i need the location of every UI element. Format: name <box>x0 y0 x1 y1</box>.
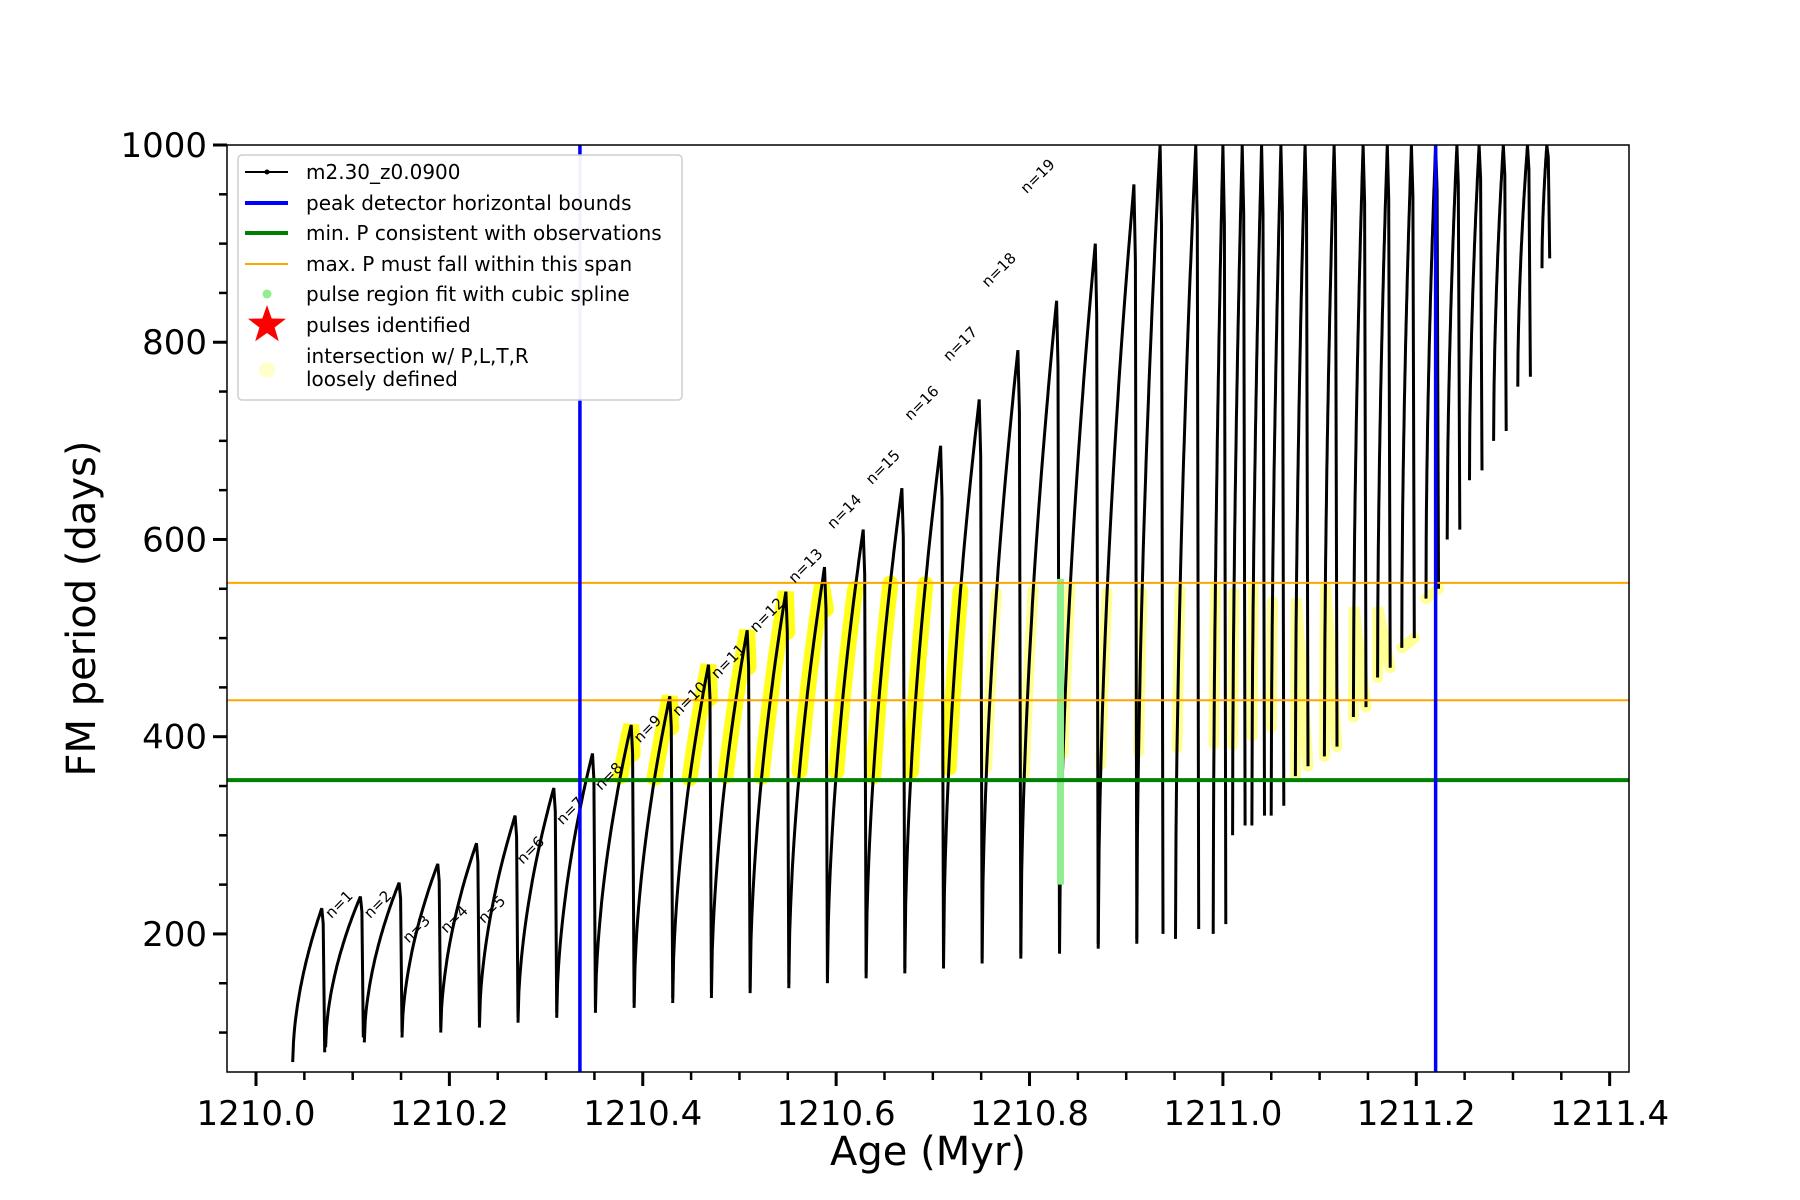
series-line <box>1492 145 1508 441</box>
series-line <box>1351 145 1368 718</box>
pulse-label: n=19 <box>1017 155 1059 197</box>
legend-swatch-circle <box>259 362 275 378</box>
y-tick-label: 600 <box>142 520 207 560</box>
series-line <box>516 787 559 1023</box>
pulse-label: n=18 <box>978 249 1020 291</box>
series-line <box>787 566 829 989</box>
pulse-label: n=17 <box>939 323 981 365</box>
series-line <box>362 882 404 1043</box>
series-line <box>903 445 945 974</box>
series-line <box>1400 145 1416 648</box>
series-line <box>980 349 1023 964</box>
legend-label: loosely defined <box>306 367 458 391</box>
x-tick-label: 1210.0 <box>197 1094 316 1134</box>
legend-label: m2.30_z0.0900 <box>306 160 461 184</box>
legend-label: intersection w/ P,L,T,R <box>306 344 529 368</box>
series-line <box>291 907 327 1063</box>
series-line <box>1293 145 1310 777</box>
y-tick-label: 200 <box>142 915 207 955</box>
series-line <box>324 895 365 1048</box>
series-line <box>632 695 675 1008</box>
legend-label: pulses identified <box>306 313 471 337</box>
pulse-label: n=2 <box>360 887 395 922</box>
series-line <box>1231 145 1247 836</box>
series-line <box>748 591 791 994</box>
series-line <box>593 724 636 1013</box>
series-line <box>1211 145 1228 934</box>
series-line <box>1269 145 1286 816</box>
series-line <box>1516 145 1532 387</box>
x-axis-label: Age (Myr) <box>830 1129 1026 1175</box>
legend-star-icon <box>248 305 286 342</box>
series-line <box>1174 145 1201 939</box>
pulse-label: n=13 <box>785 545 827 587</box>
legend-box <box>237 154 683 401</box>
series-line <box>825 529 868 984</box>
y-tick-label: 1000 <box>120 126 207 166</box>
pulse-label: n=3 <box>399 912 434 947</box>
plot-frame <box>226 144 1630 1073</box>
intersection-region <box>1372 606 1396 683</box>
series-line <box>1322 145 1339 757</box>
series-line <box>1135 145 1165 944</box>
legend-label: max. P must fall within this span <box>306 252 632 276</box>
pulse-label: n=15 <box>862 446 904 488</box>
y-tick-label: 400 <box>142 718 207 758</box>
series-line <box>1445 145 1462 540</box>
series-line <box>1540 145 1552 269</box>
series-line <box>477 815 520 1028</box>
series-line <box>709 629 752 999</box>
x-tick-label: 1210.2 <box>390 1094 509 1134</box>
legend-swatch-dot <box>264 169 270 175</box>
intersection-region <box>1396 632 1420 654</box>
x-tick-label: 1210.6 <box>777 1094 896 1134</box>
series-line <box>1096 184 1139 949</box>
y-tick-label: 800 <box>142 323 207 363</box>
y-axis-label: FM period (days) <box>59 441 105 777</box>
x-tick-label: 1211.2 <box>1357 1094 1476 1134</box>
series-line <box>400 863 443 1038</box>
series-line <box>942 399 984 969</box>
series-line <box>864 488 907 979</box>
series-line <box>671 664 713 1004</box>
x-tick-label: 1211.4 <box>1550 1094 1669 1134</box>
legend-label: peak detector horizontal bounds <box>306 191 632 215</box>
x-tick-label: 1210.4 <box>583 1094 702 1134</box>
series-line <box>1250 145 1266 826</box>
x-tick-label: 1211.0 <box>1163 1094 1282 1134</box>
series-line <box>1019 300 1061 959</box>
axes-layer: 1210.0 1210.2 1210.4 1210.6 1210.8 1211.0 1211… <box>120 126 1669 1134</box>
series-line <box>439 842 481 1033</box>
legend-swatch-dot <box>262 289 272 299</box>
series-line <box>1058 243 1100 954</box>
pulse-label: n=14 <box>823 491 865 533</box>
series-line <box>555 753 597 1018</box>
pulse-label: n=4 <box>437 902 472 937</box>
series-line <box>1468 145 1484 481</box>
pulse-label: n=16 <box>901 382 943 424</box>
legend-label: min. P consistent with observations <box>306 221 662 245</box>
x-tick-label: 1210.8 <box>970 1094 1089 1134</box>
series-line <box>1376 145 1392 678</box>
series-layer <box>291 145 1552 1063</box>
legend-label: pulse region fit with cubic spline <box>306 282 630 306</box>
